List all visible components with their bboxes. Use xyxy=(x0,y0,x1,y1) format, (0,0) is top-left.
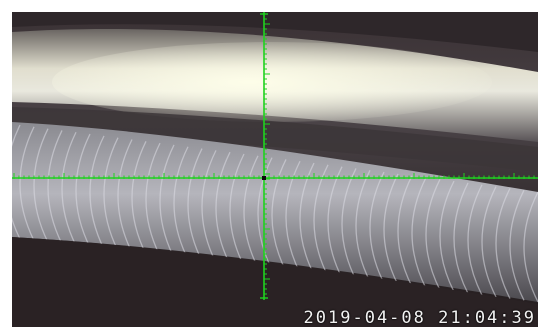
weld-ripple xyxy=(19,126,35,241)
weld-ripple xyxy=(12,124,21,240)
weld-ripple xyxy=(33,128,49,243)
weld-scene xyxy=(12,12,538,327)
weld-ripple xyxy=(467,184,483,296)
timestamp-overlay: 2019-04-08 21:04:39 xyxy=(303,308,536,327)
weld-ripple xyxy=(61,131,77,247)
weld-ripple xyxy=(425,179,441,291)
weld-ripple xyxy=(509,189,525,301)
reticle-center xyxy=(262,176,266,180)
weld-ripple xyxy=(383,173,399,286)
weld-ripple xyxy=(201,150,217,264)
weld-ripple xyxy=(299,162,315,276)
weld-ripple xyxy=(103,137,119,252)
weld-ripple xyxy=(75,133,91,248)
weld-ripple xyxy=(271,159,287,272)
weld-ripple xyxy=(89,135,105,250)
weld-ripple xyxy=(159,144,175,258)
weld-ripple xyxy=(187,148,203,262)
weld-ripple xyxy=(145,142,161,257)
weld-ripple xyxy=(131,141,147,255)
weld-ripple xyxy=(173,146,189,260)
weld-ripple xyxy=(47,130,63,245)
weld-ripple xyxy=(117,139,133,253)
weld-ripple xyxy=(313,164,329,277)
camera-feed: 2019-04-08 21:04:39 xyxy=(12,12,538,327)
weld-ripple xyxy=(215,151,231,265)
weld-ripple xyxy=(341,168,357,281)
weld-ripple xyxy=(355,169,371,282)
weld-ripple xyxy=(369,171,385,284)
weld-ripple xyxy=(495,188,511,299)
weld-ripple xyxy=(439,180,455,293)
weld-ripple xyxy=(523,191,538,303)
weld-ripple xyxy=(285,160,301,274)
weld-ripple xyxy=(411,177,427,289)
crosshair-reticle xyxy=(12,12,538,300)
weld-ripple xyxy=(453,182,469,294)
weld-ripple xyxy=(229,153,245,267)
weld-ripple xyxy=(397,175,413,287)
weld-ripple xyxy=(243,155,259,269)
weld-ripple xyxy=(481,186,497,298)
